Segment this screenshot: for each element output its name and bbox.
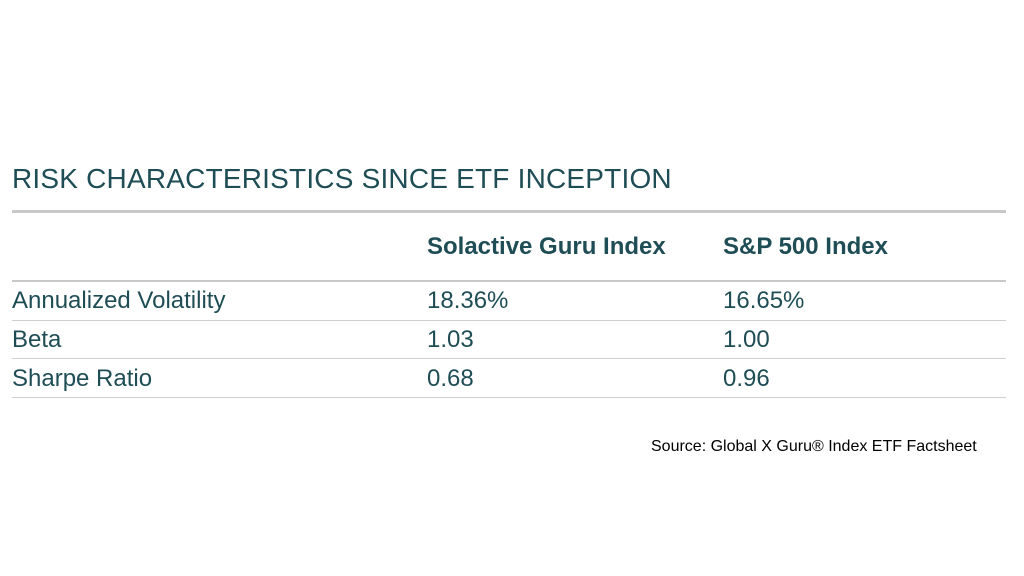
row-label-beta: Beta — [12, 326, 62, 353]
header-sp500-index: S&P 500 Index — [723, 233, 888, 260]
row-divider — [12, 320, 1006, 321]
page-title: RISK CHARACTERISTICS SINCE ETF INCEPTION — [12, 163, 672, 194]
header-solactive-guru-index: Solactive Guru Index — [427, 233, 666, 260]
value-sp500-sharpe-ratio: 0.96 — [723, 365, 770, 392]
top-divider — [12, 210, 1006, 213]
bottom-divider — [12, 397, 1006, 398]
value-sp500-annualized-volatility: 16.65% — [723, 287, 805, 314]
value-guru-sharpe-ratio: 0.68 — [427, 365, 474, 392]
value-guru-beta: 1.03 — [427, 326, 474, 353]
value-guru-annualized-volatility: 18.36% — [427, 287, 509, 314]
row-divider — [12, 358, 1006, 359]
value-sp500-beta: 1.00 — [723, 326, 770, 353]
source-note: Source: Global X Guru® Index ETF Factshe… — [651, 438, 977, 455]
row-label-annualized-volatility: Annualized Volatility — [12, 287, 226, 314]
row-label-sharpe-ratio: Sharpe Ratio — [12, 365, 153, 392]
header-divider — [12, 280, 1006, 282]
